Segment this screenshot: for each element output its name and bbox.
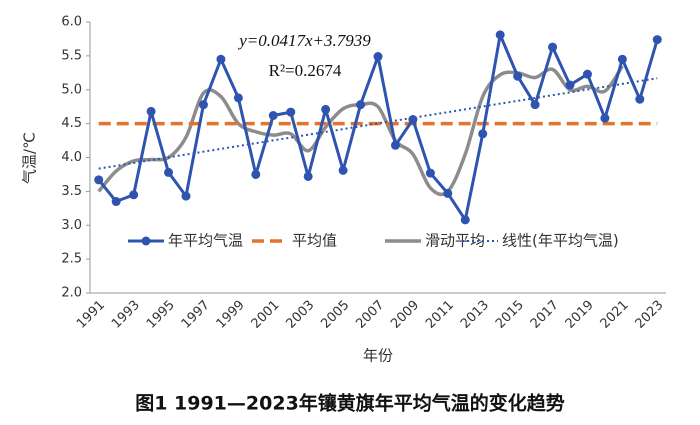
data-point: [268, 110, 278, 120]
x-tick-label: 2017: [528, 298, 562, 332]
y-tick-label: 4.5: [61, 116, 82, 131]
legend-label: 平均值: [292, 232, 337, 250]
x-tick-label: 2005: [318, 298, 352, 332]
data-point: [164, 167, 174, 177]
x-tick-label: 1997: [179, 298, 213, 332]
x-tick-label: 2015: [493, 298, 527, 332]
legend-label: 线性(年平均气温): [502, 232, 619, 250]
x-tick-label: 1995: [144, 298, 178, 332]
y-tick-label: 5.5: [61, 48, 82, 63]
series-line: [98, 77, 658, 170]
x-tick-label: 2011: [423, 298, 457, 332]
y-tick-label: 4.0: [61, 150, 82, 165]
legend-marker: [141, 236, 151, 246]
data-point: [495, 30, 505, 40]
data-point: [373, 52, 383, 62]
data-point: [390, 140, 400, 150]
series-line: [97, 33, 659, 222]
data-point: [478, 129, 488, 139]
series-line: [97, 65, 624, 197]
data-point: [198, 100, 208, 110]
x-tick-label: 2007: [353, 298, 387, 332]
caption: 图1 1991—2023年镶黄旗年平均气温的变化趋势: [135, 392, 565, 415]
y-tick-label: 3.0: [61, 218, 82, 233]
legend-label: 年平均气温: [168, 232, 243, 250]
data-point: [338, 165, 348, 175]
data-point: [635, 94, 645, 104]
equation: y=0.0417x+3.7939: [237, 31, 371, 50]
data-point: [617, 54, 627, 64]
y-tick-label: 5.0: [61, 82, 82, 97]
data-point: [582, 69, 592, 79]
data-point: [303, 171, 313, 181]
data-point: [251, 169, 261, 179]
x-tick-label: 2013: [458, 298, 492, 332]
x-axis-label: 年份: [363, 347, 393, 365]
x-tick-label: 2019: [563, 298, 597, 332]
y-tick-label: 2.0: [61, 286, 82, 301]
data-point: [460, 215, 470, 225]
x-tick-label: 1991: [74, 298, 108, 332]
x-tick-label: 2023: [633, 298, 667, 332]
data-point: [548, 42, 558, 52]
data-point: [321, 104, 331, 114]
x-tick-label: 2009: [388, 298, 422, 332]
data-point: [408, 115, 418, 125]
data-point: [530, 100, 540, 110]
data-point: [286, 107, 296, 117]
x-tick-label: 1999: [214, 298, 248, 332]
data-point: [600, 113, 610, 123]
y-tick-label: 3.5: [61, 184, 82, 199]
data-point: [443, 188, 453, 198]
x-tick-label: 1993: [109, 298, 143, 332]
y-axis-label: 气温/℃: [21, 132, 39, 184]
x-tick-label: 2001: [249, 298, 283, 332]
data-point: [425, 168, 435, 178]
data-point: [129, 190, 139, 200]
r-squared: R²=0.2674: [269, 61, 342, 80]
legend-label: 滑动平均: [425, 232, 485, 250]
data-point: [146, 106, 156, 116]
data-point: [111, 197, 121, 207]
data-point: [652, 35, 662, 45]
data-point: [356, 100, 366, 110]
data-point: [181, 191, 191, 201]
y-tick-label: 2.5: [61, 252, 82, 267]
y-tick-label: 6.0: [61, 15, 82, 30]
data-point: [216, 54, 226, 64]
x-tick-label: 2003: [283, 298, 317, 332]
data-point: [233, 93, 243, 103]
data-point: [94, 175, 104, 185]
data-point: [565, 80, 575, 90]
x-tick-label: 2021: [598, 298, 632, 332]
data-point: [513, 71, 523, 81]
